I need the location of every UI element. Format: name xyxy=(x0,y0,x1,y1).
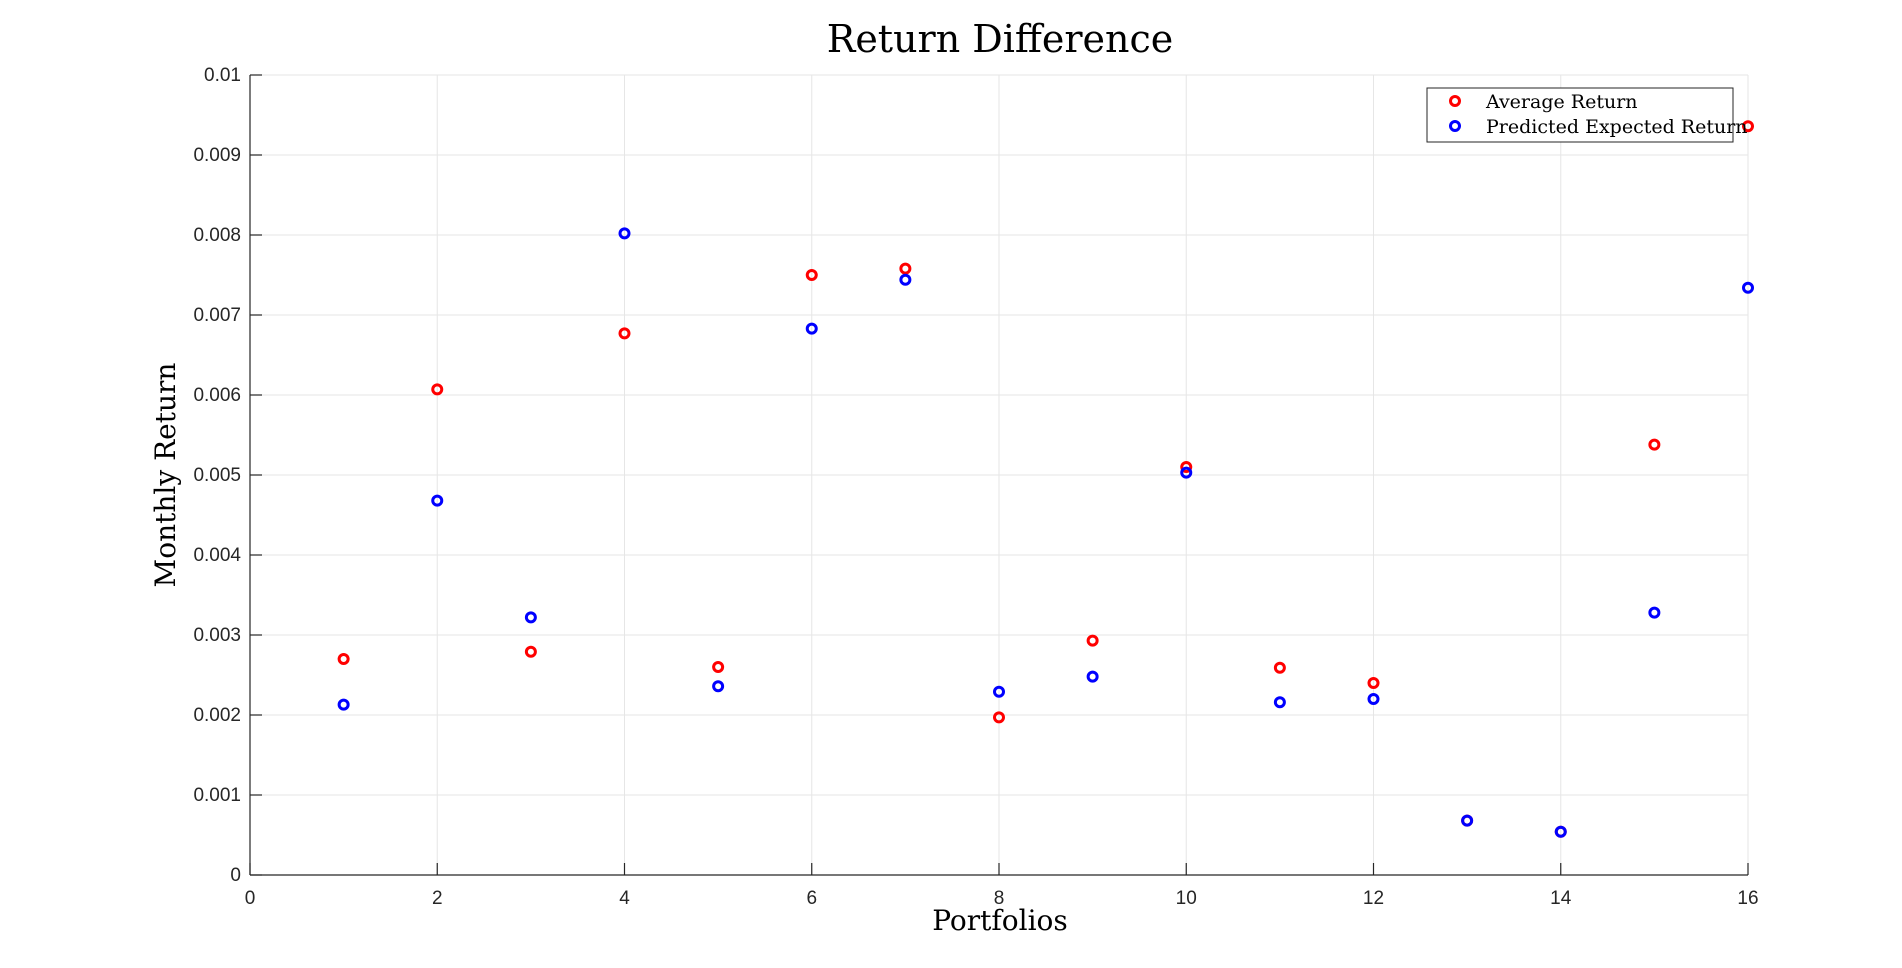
data-point xyxy=(1273,696,1286,709)
data-point xyxy=(618,327,631,340)
legend-box xyxy=(1426,87,1734,143)
data-point xyxy=(899,273,912,286)
x-tick-label: 0 xyxy=(245,888,256,909)
y-tick-label: 0.004 xyxy=(193,545,241,566)
legend-label-predicted: Predicted Expected Return xyxy=(1486,116,1748,138)
legend-label-average: Average Return xyxy=(1485,91,1638,113)
data-point xyxy=(993,685,1005,698)
data-point xyxy=(1648,438,1661,451)
data-point xyxy=(431,383,444,396)
x-tick-label: 4 xyxy=(619,888,630,909)
data-point xyxy=(1742,120,1754,133)
y-tick-label: 0.003 xyxy=(193,625,241,646)
y-axis-label: Monthly Return xyxy=(149,363,182,588)
y-tick-label: 0.006 xyxy=(193,385,241,406)
x-tick-label: 10 xyxy=(1176,888,1197,909)
x-tick-label: 12 xyxy=(1363,888,1384,909)
data-point xyxy=(431,494,444,507)
data-point xyxy=(899,262,912,275)
series-predicted-expected-return xyxy=(337,227,1754,838)
data-point xyxy=(993,711,1005,724)
data-point xyxy=(524,645,537,658)
x-axis-label: Portfolios xyxy=(932,904,1068,937)
data-point xyxy=(618,227,631,240)
data-point xyxy=(1086,670,1099,683)
x-tick-label: 6 xyxy=(806,888,817,909)
grid xyxy=(249,74,1749,876)
y-tick-label: 0.001 xyxy=(193,785,241,806)
data-point xyxy=(1367,677,1380,689)
x-tick-label: 8 xyxy=(994,888,1005,909)
legend-marker-predicted xyxy=(1449,120,1461,132)
y-tick-label: 0.01 xyxy=(204,65,241,86)
y-tick-label: 0.008 xyxy=(193,225,241,246)
ticks: 0 2 4 6 8 10 12 14 16 0 0.001 0.002 0.003 0.004 0.005 0… xyxy=(193,65,1758,909)
data-point xyxy=(1180,461,1193,473)
data-point xyxy=(805,322,818,335)
data-point xyxy=(712,661,725,673)
data-point xyxy=(337,653,350,665)
data-point xyxy=(1648,606,1661,619)
x-tick-label: 2 xyxy=(432,888,443,909)
data-point xyxy=(1554,825,1567,838)
legend: Average Return Predicted Expected Return xyxy=(1426,87,1748,143)
x-tick-label: 14 xyxy=(1550,888,1572,909)
y-tick-label: 0 xyxy=(230,865,241,886)
data-point xyxy=(1742,281,1754,294)
data-point xyxy=(337,698,350,711)
data-point xyxy=(1367,693,1380,705)
y-tick-label: 0.009 xyxy=(193,145,241,166)
data-point xyxy=(524,611,537,624)
data-point xyxy=(1461,814,1474,827)
data-point xyxy=(1273,661,1286,674)
data-point xyxy=(1180,466,1193,479)
legend-marker-average xyxy=(1449,95,1461,107)
y-tick-label: 0.005 xyxy=(193,465,241,486)
data-points xyxy=(337,120,1754,838)
data-point xyxy=(805,269,818,281)
data-point xyxy=(712,680,725,693)
chart-title: Return Difference xyxy=(827,17,1174,61)
series-average-return xyxy=(337,120,1754,838)
data-point xyxy=(1086,634,1099,647)
y-tick-label: 0.007 xyxy=(193,305,241,326)
x-tick-label: 16 xyxy=(1737,888,1758,909)
y-tick-label: 0.002 xyxy=(193,705,241,726)
